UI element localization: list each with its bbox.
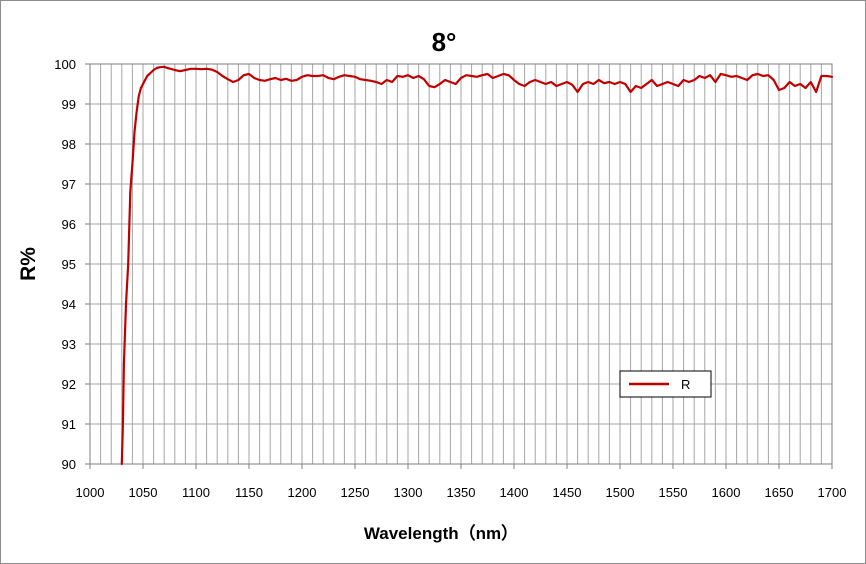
x-tick-label: 1300 (394, 485, 423, 500)
legend-label-r: R (681, 377, 690, 392)
x-tick-label: 1000 (76, 485, 105, 500)
y-tick-label: 96 (62, 217, 76, 232)
chart-title: 8° (432, 27, 457, 57)
x-axis-title: Wavelength（nm） (364, 523, 518, 543)
y-tick-label: 90 (62, 457, 76, 472)
y-tick-label: 99 (62, 97, 76, 112)
legend: R (619, 370, 712, 398)
x-tick-label: 1200 (288, 485, 317, 500)
series-line-r (120, 65, 834, 466)
x-axis: 1000 1050 1100 1150 1200 1250 1300 1350 1400 1450… (76, 464, 847, 500)
x-tick-label: 1650 (765, 485, 794, 500)
y-tick-label: 97 (62, 177, 76, 192)
grid-lines (89, 63, 833, 465)
x-tick-label: 1150 (235, 485, 263, 500)
series-group (120, 65, 834, 466)
y-tick-label: 95 (62, 257, 76, 272)
y-tick-label: 98 (62, 137, 76, 152)
x-tick-label: 1500 (606, 485, 635, 500)
y-tick-label: 91 (62, 417, 76, 432)
x-tick-label: 1100 (182, 485, 210, 500)
y-tick-label: 100 (54, 57, 76, 72)
x-tick-label: 1600 (712, 485, 741, 500)
y-tick-label: 92 (62, 377, 76, 392)
y-axis: 90 91 92 93 94 95 96 97 98 99 100 (54, 57, 90, 472)
x-tick-label: 1550 (659, 485, 688, 500)
x-tick-label: 1350 (447, 485, 476, 500)
x-tick-label: 1050 (129, 485, 158, 500)
y-axis-title: R% (17, 247, 40, 281)
x-tick-label: 1700 (818, 485, 847, 500)
y-tick-label: 94 (62, 297, 76, 312)
x-tick-label: 1450 (553, 485, 582, 500)
y-tick-label: 93 (62, 337, 76, 352)
x-tick-label: 1400 (500, 485, 529, 500)
x-tick-label: 1250 (341, 485, 370, 500)
